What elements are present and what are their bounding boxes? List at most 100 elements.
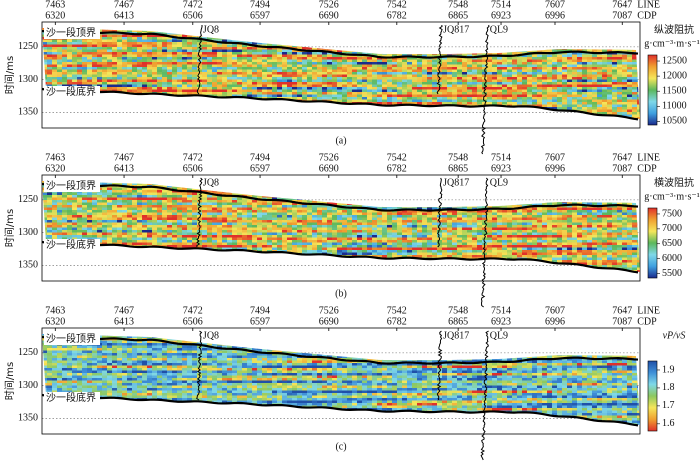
seismic-texture xyxy=(217,114,223,118)
seismic-texture xyxy=(532,79,538,83)
seismic-texture xyxy=(547,82,553,85)
seismic-texture xyxy=(187,44,193,48)
seismic-texture xyxy=(227,37,233,40)
seismic-texture xyxy=(137,77,143,80)
seismic-texture xyxy=(227,114,233,118)
seismic-texture xyxy=(77,79,83,83)
seismic-texture xyxy=(327,72,333,75)
seismic-texture xyxy=(342,59,348,63)
seismic-texture xyxy=(287,87,293,90)
seismic-texture xyxy=(52,77,58,80)
seismic-texture xyxy=(112,102,118,105)
seismic-texture xyxy=(517,39,523,43)
seismic-texture xyxy=(582,107,588,110)
seismic-texture xyxy=(242,120,247,123)
seismic-texture xyxy=(587,57,593,60)
seismic-texture xyxy=(557,54,563,58)
seismic-texture xyxy=(547,74,553,78)
seismic-texture xyxy=(72,25,77,28)
seismic-texture xyxy=(222,49,228,53)
seismic-texture xyxy=(207,72,213,75)
seismic-texture xyxy=(222,99,228,103)
seismic-texture xyxy=(252,64,258,68)
seismic-texture xyxy=(232,22,237,25)
seismic-texture xyxy=(277,117,283,119)
seismic-texture xyxy=(242,84,248,88)
seismic-texture xyxy=(572,32,578,35)
seismic-texture xyxy=(192,49,198,53)
seismic-texture xyxy=(312,32,318,35)
seismic-texture xyxy=(142,114,148,118)
seismic-texture xyxy=(267,117,273,119)
seismic-texture xyxy=(552,89,558,93)
seismic-texture xyxy=(537,122,542,125)
seismic-texture xyxy=(172,87,178,90)
seismic-texture xyxy=(587,29,593,33)
seismic-texture xyxy=(597,87,603,90)
seismic-texture xyxy=(562,97,568,100)
seismic-texture xyxy=(77,114,83,118)
seismic-texture xyxy=(532,42,538,45)
seismic-texture xyxy=(67,59,73,63)
seismic-texture xyxy=(147,94,153,98)
seismic-texture xyxy=(267,87,273,90)
seismic-texture xyxy=(227,104,233,108)
seismic-texture xyxy=(617,47,623,50)
seismic-texture xyxy=(522,39,528,43)
seismic-texture xyxy=(142,59,148,63)
seismic-texture xyxy=(62,42,68,45)
seismic-texture xyxy=(222,120,227,123)
seismic-texture xyxy=(82,84,88,88)
seismic-texture xyxy=(487,79,493,83)
seismic-texture xyxy=(107,28,113,30)
seismic-texture xyxy=(517,77,523,80)
seismic-texture xyxy=(107,67,113,70)
seismic-texture xyxy=(257,64,263,68)
seismic-texture xyxy=(267,74,273,78)
seismic-texture xyxy=(602,69,608,73)
seismic-texture xyxy=(192,77,198,80)
seismic-texture xyxy=(487,69,493,73)
seismic-texture xyxy=(342,97,348,100)
seismic-texture xyxy=(422,87,428,90)
seismic-texture xyxy=(517,49,523,53)
seismic-texture xyxy=(352,79,358,83)
seismic-texture xyxy=(317,59,323,63)
seismic-texture xyxy=(132,54,138,58)
seismic-texture xyxy=(107,109,113,113)
y-tick-label: 1350 xyxy=(18,107,38,118)
seismic-texture xyxy=(257,34,263,38)
seismic-texture xyxy=(82,104,88,108)
seismic-texture xyxy=(372,117,378,119)
seismic-texture xyxy=(237,102,243,105)
seismic-texture xyxy=(47,122,52,125)
seismic-texture xyxy=(587,37,593,40)
seismic-texture xyxy=(412,87,418,90)
seismic-texture xyxy=(247,102,253,105)
seismic-texture xyxy=(292,37,298,40)
seismic-texture xyxy=(147,37,153,40)
seismic-texture xyxy=(212,54,218,58)
seismic-texture xyxy=(337,107,343,110)
seismic-texture xyxy=(187,47,193,50)
seismic-texture xyxy=(172,120,177,123)
seismic-texture xyxy=(627,57,633,60)
seismic-texture xyxy=(497,59,503,63)
seismic-texture xyxy=(272,87,278,90)
seismic-texture xyxy=(182,77,188,80)
seismic-texture xyxy=(97,62,103,65)
seismic-texture xyxy=(467,99,473,103)
seismic-texture xyxy=(332,69,338,73)
seismic-texture xyxy=(517,52,523,55)
seismic-texture xyxy=(587,34,593,38)
seismic-texture xyxy=(617,79,623,83)
seismic-texture xyxy=(202,37,208,40)
seismic-texture xyxy=(292,44,298,48)
seismic-texture xyxy=(212,52,218,55)
seismic-texture xyxy=(607,87,613,90)
seismic-texture xyxy=(327,25,332,28)
seismic-texture xyxy=(532,62,538,65)
seismic-texture xyxy=(427,120,432,123)
seismic-texture xyxy=(447,79,453,83)
seismic-texture xyxy=(307,32,313,35)
